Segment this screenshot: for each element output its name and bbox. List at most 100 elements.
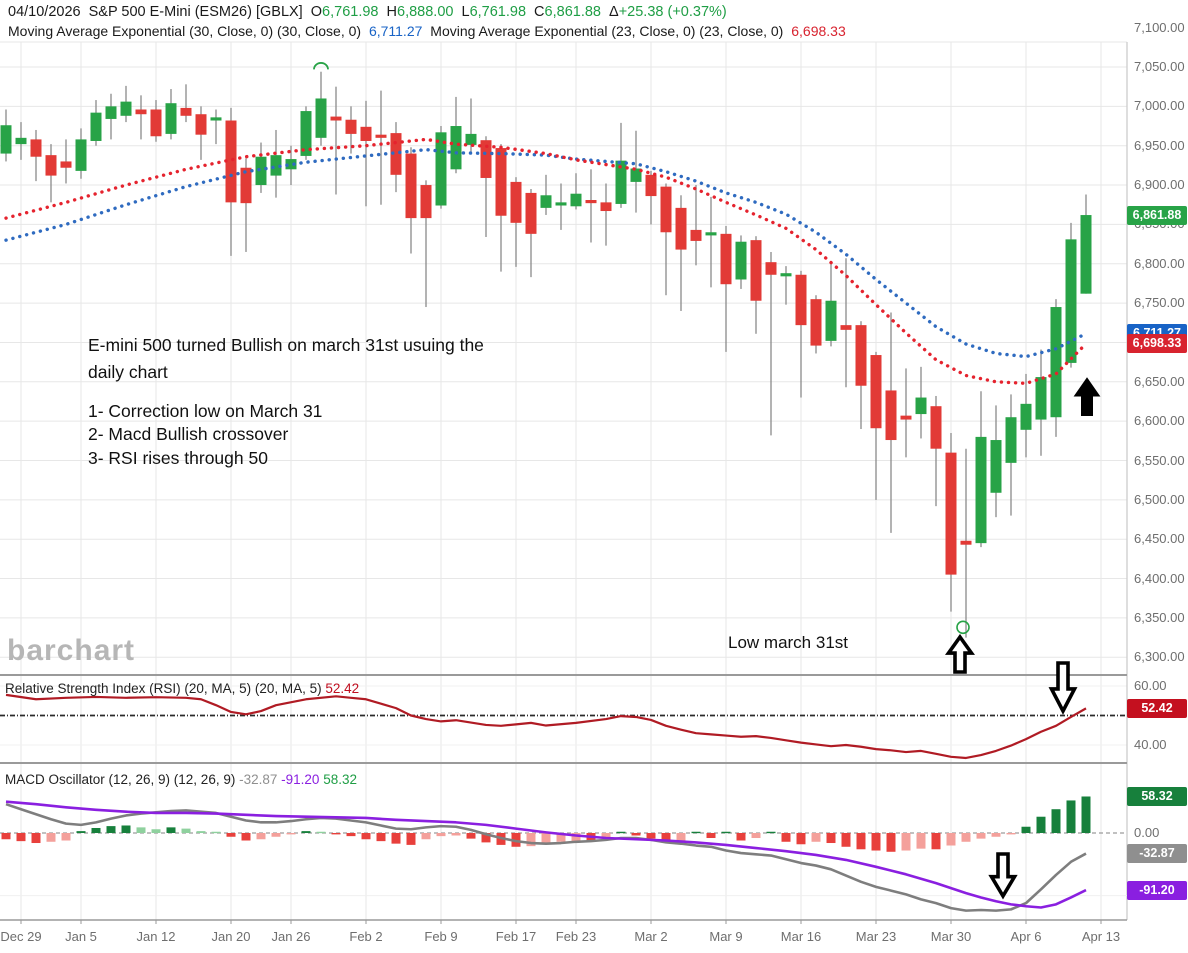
candle-body[interactable]	[690, 229, 702, 241]
price-axis-label: 7,100.00	[1134, 19, 1185, 35]
candle-body[interactable]	[405, 153, 417, 219]
candle-body[interactable]	[525, 192, 537, 234]
candle-body[interactable]	[120, 101, 132, 116]
candle-body[interactable]	[150, 109, 162, 137]
candle-body[interactable]	[1020, 403, 1032, 430]
candle-body[interactable]	[1005, 417, 1017, 463]
macd-hist-bar	[346, 833, 356, 837]
candle-body[interactable]	[720, 233, 732, 285]
candle-body[interactable]	[135, 109, 147, 115]
candle-body[interactable]	[855, 325, 867, 386]
candle-body[interactable]	[30, 139, 42, 157]
candle-body[interactable]	[345, 119, 357, 134]
candle-body[interactable]	[750, 240, 762, 301]
candle-body[interactable]	[195, 114, 207, 135]
candle-body[interactable]	[375, 134, 387, 138]
candle-body[interactable]	[630, 168, 642, 182]
candle-body[interactable]	[765, 262, 777, 275]
candle-body[interactable]	[435, 132, 447, 206]
macd-hist-bar	[451, 833, 461, 836]
candle-body[interactable]	[555, 202, 567, 206]
candle-body[interactable]	[420, 185, 432, 219]
candle-body[interactable]	[495, 148, 507, 216]
candle-body[interactable]	[1080, 215, 1092, 294]
candle-body[interactable]	[915, 397, 927, 415]
macd-hist-bar	[811, 833, 821, 842]
candle-body[interactable]	[540, 195, 552, 208]
candle-body[interactable]	[15, 137, 27, 145]
candle-body[interactable]	[825, 300, 837, 341]
price-axis-label: 6,650.00	[1134, 373, 1185, 389]
rsi-badge: 52.42	[1127, 698, 1187, 718]
candle-body[interactable]	[315, 98, 327, 138]
x-axis-label: Feb 17	[495, 929, 537, 944]
close-badge: 6,861.88	[1127, 205, 1187, 225]
candle-body[interactable]	[795, 274, 807, 326]
macd-hist-bar	[286, 833, 296, 835]
candle-body[interactable]	[615, 160, 627, 204]
macd-hist-bar	[406, 833, 416, 845]
candle-body[interactable]	[180, 107, 192, 116]
candle-body[interactable]	[870, 355, 882, 429]
annotation-arrow-down	[988, 852, 1018, 900]
candle-body[interactable]	[75, 139, 87, 171]
candle-body[interactable]	[1065, 239, 1077, 363]
candle-body[interactable]	[210, 117, 222, 121]
candle-body[interactable]	[990, 440, 1002, 493]
macd-hist-bar	[796, 833, 806, 845]
candle-body[interactable]	[735, 241, 747, 280]
candle-body[interactable]	[840, 325, 852, 330]
candle-body[interactable]	[570, 193, 582, 207]
candle-body[interactable]	[960, 540, 972, 545]
candle-body[interactable]	[465, 133, 477, 145]
candle-body[interactable]	[975, 436, 987, 544]
macd-hist-bar	[1006, 833, 1016, 835]
candle-body[interactable]	[450, 126, 462, 170]
chart-header-line2: Moving Average Exponential (30, Close, 0…	[8, 23, 850, 39]
candle-body[interactable]	[45, 155, 57, 176]
candle-body[interactable]	[300, 111, 312, 156]
candle-body[interactable]	[330, 116, 342, 121]
candle-body[interactable]	[270, 155, 282, 176]
candle-body[interactable]	[90, 112, 102, 141]
candle-body[interactable]	[1050, 307, 1062, 418]
candle-body[interactable]	[510, 181, 522, 223]
candle-body[interactable]	[945, 452, 957, 575]
candle-body[interactable]	[165, 103, 177, 134]
candle-body[interactable]	[60, 161, 72, 168]
macd-hist-bar	[226, 833, 236, 837]
candle-body[interactable]	[705, 232, 717, 236]
macd-label-text: MACD Oscillator (12, 26, 9) (12, 26, 9)	[5, 772, 236, 787]
candle-body[interactable]	[885, 390, 897, 441]
candle-body[interactable]	[780, 273, 792, 277]
candle-body[interactable]	[285, 159, 297, 170]
candle-body[interactable]	[255, 156, 267, 186]
candle-body[interactable]	[360, 126, 372, 141]
x-axis-label: Jan 12	[136, 929, 176, 944]
ema23-study-value: 6,698.33	[791, 23, 846, 39]
price-axis-label: 6,300.00	[1134, 649, 1185, 665]
candle-body[interactable]	[600, 202, 612, 212]
bullish-note-line2: daily chart	[88, 362, 168, 382]
candle-body[interactable]	[105, 106, 117, 119]
candle-body[interactable]	[225, 120, 237, 203]
candle-body[interactable]	[0, 125, 12, 154]
candle-body[interactable]	[240, 167, 252, 204]
macd-hist-bar	[961, 833, 971, 842]
candle-body[interactable]	[645, 174, 657, 197]
macd-hist-value: 58.32	[323, 772, 357, 787]
candle-body[interactable]	[1035, 377, 1047, 420]
candle-body[interactable]	[585, 200, 597, 204]
candle-body[interactable]	[900, 415, 912, 420]
candle-body[interactable]	[480, 140, 492, 178]
high-circle-marker	[313, 62, 329, 70]
candle-body[interactable]	[390, 133, 402, 175]
macd-hist-bar	[331, 833, 341, 835]
candle-body[interactable]	[660, 186, 672, 233]
candle-body[interactable]	[930, 406, 942, 449]
high-label: H	[386, 4, 397, 20]
candle-body[interactable]	[675, 207, 687, 250]
candle-body[interactable]	[810, 299, 822, 346]
ema30-study-value: 6,711.27	[368, 23, 423, 39]
